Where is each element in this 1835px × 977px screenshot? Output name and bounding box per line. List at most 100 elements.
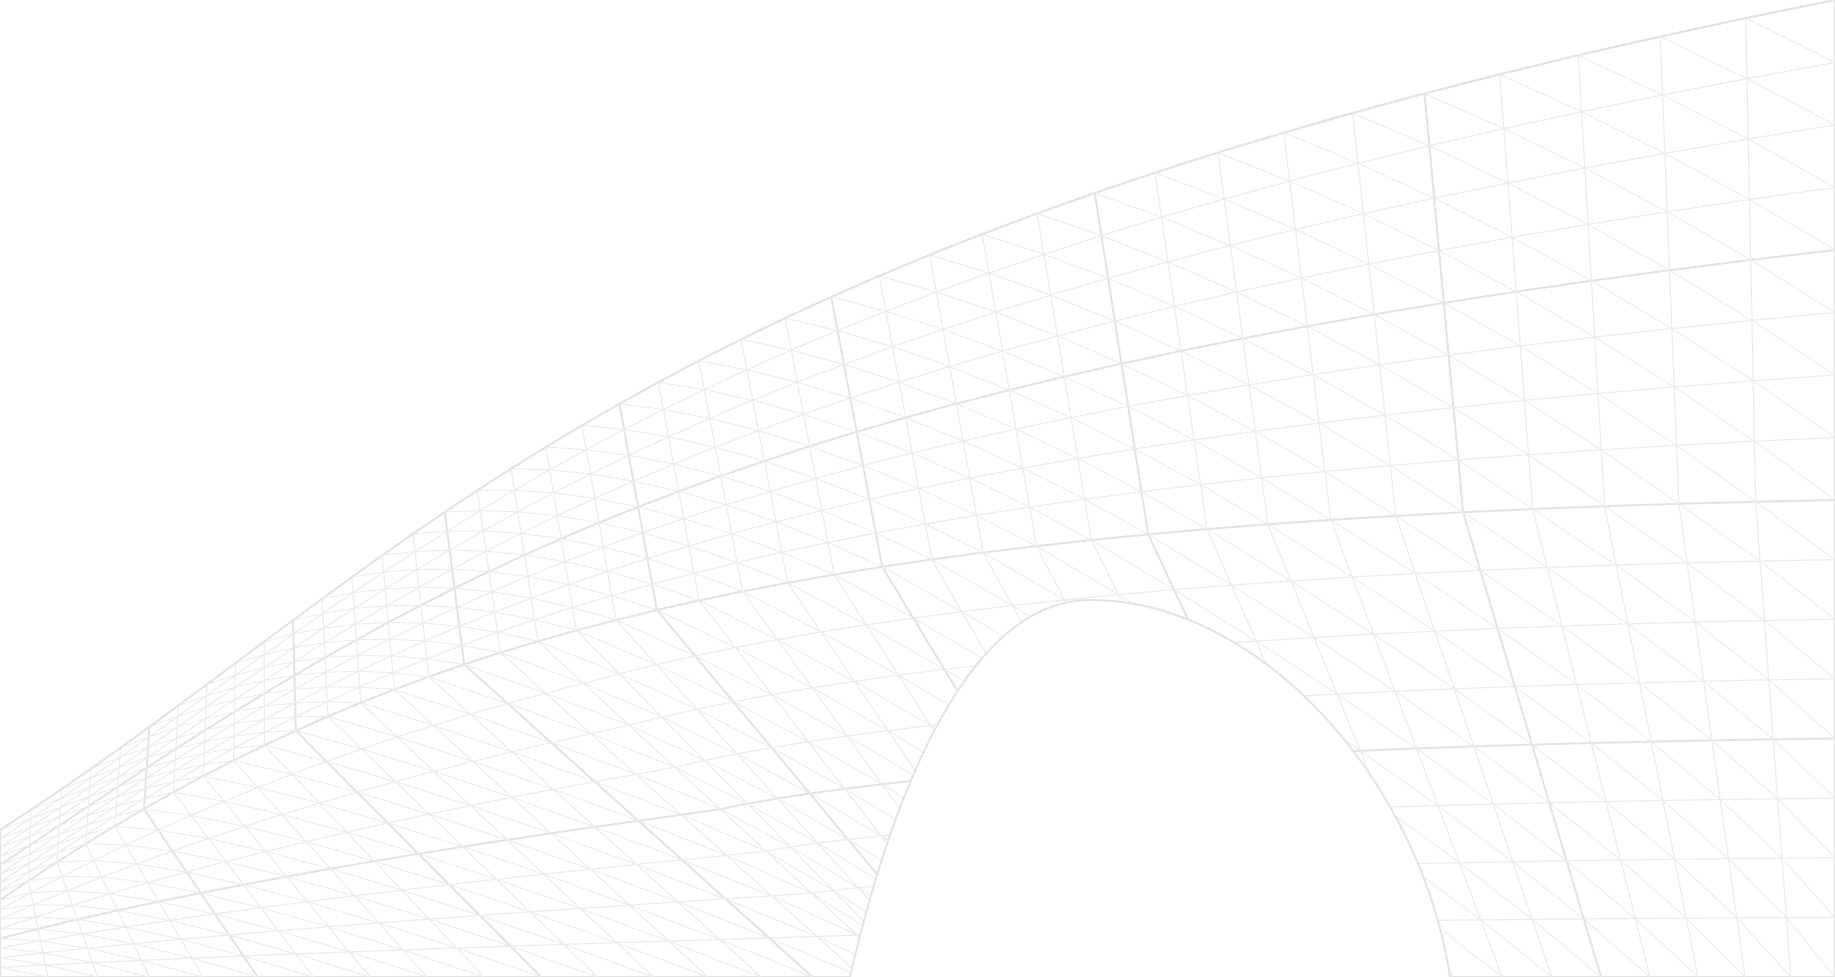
mesh-diagonal-line	[1193, 439, 1263, 479]
mesh-diagonal-line	[428, 918, 512, 947]
mesh-diagonal-line	[206, 674, 236, 685]
mesh-diagonal-line	[29, 843, 59, 855]
mesh-diagonal-line	[820, 631, 899, 676]
mesh-diagonal-line	[322, 607, 355, 614]
mesh-diagonal-line	[174, 752, 205, 761]
mesh-diagonal-line	[552, 788, 639, 822]
mesh-diagonal-line	[326, 701, 362, 704]
arch-rim-line	[849, 598, 1451, 977]
mesh-diagonal-line	[228, 934, 297, 955]
mesh-diagonal-line	[746, 369, 798, 383]
mesh-diagonal-line	[305, 841, 375, 862]
mesh-diagonal-line	[233, 731, 265, 737]
mesh-diagonal-line	[1719, 799, 1783, 859]
mesh-diagonal-line	[234, 705, 265, 713]
mesh-diagonal-line	[598, 522, 644, 534]
mesh-diagonal-line	[510, 945, 599, 977]
mesh-diagonal-line	[875, 532, 933, 560]
mesh-diagonal-line	[556, 515, 600, 524]
mesh-diagonal-line	[683, 518, 733, 535]
mesh-diagonal-line	[428, 676, 509, 704]
mesh-diagonal-line	[0, 844, 31, 857]
mesh-diagonal-line	[1736, 917, 1792, 977]
mesh-diagonal-line	[911, 452, 971, 479]
mesh-column-line	[443, 511, 814, 977]
mesh-diagonal-line	[1134, 448, 1201, 486]
mesh-diagonal-line	[1711, 739, 1779, 800]
mesh-diagonal-line	[412, 530, 448, 535]
mesh-diagonal-line	[1173, 589, 1257, 642]
mesh-diagonal-line	[263, 688, 296, 694]
mesh-diagonal-line	[355, 638, 391, 641]
mesh-diagonal-line	[843, 363, 900, 383]
mesh-diagonal-line	[1515, 291, 1596, 338]
mesh-diagonal-line	[145, 770, 176, 779]
mesh-diagonal-line	[1433, 197, 1513, 238]
mesh-diagonal-line	[618, 403, 664, 410]
mesh-diagonal-line	[57, 843, 87, 854]
mesh-diagonal-line	[1666, 211, 1752, 261]
mesh-diagonal-line	[263, 744, 327, 762]
mesh-column-line	[545, 446, 920, 977]
mesh-diagonal-line	[693, 572, 744, 592]
mesh-diagonal-line	[171, 850, 227, 863]
mesh-diagonal-line	[71, 904, 119, 911]
mesh-diagonal-line	[234, 680, 265, 688]
mesh-diagonal-line	[809, 793, 882, 837]
mesh-diagonal-line	[30, 890, 68, 894]
mesh-column-line	[351, 576, 654, 977]
mesh-diagonal-line	[752, 399, 804, 415]
mesh-diagonal-line	[1597, 393, 1677, 446]
mesh-diagonal-line	[585, 449, 630, 456]
mesh-diagonal-line	[809, 445, 864, 467]
mesh-diagonal-line	[1528, 454, 1606, 507]
mesh-diagonal-line	[174, 764, 205, 772]
mesh-diagonal-line	[203, 760, 235, 766]
mesh-diagonal-line	[115, 798, 146, 807]
mesh-diagonal-line	[703, 389, 754, 401]
mesh-diagonal-line	[1480, 919, 1553, 977]
mesh-diagonal-line	[1749, 199, 1835, 251]
mesh-diagonal-line	[361, 748, 435, 772]
mesh-diagonal-line	[1029, 506, 1092, 541]
mesh-diagonal-line	[949, 366, 1010, 391]
mesh-diagonal-line	[1434, 630, 1516, 687]
mesh-diagonal-line	[1313, 637, 1396, 692]
mesh-diagonal-line	[758, 430, 811, 447]
mesh-diagonal-line	[898, 381, 957, 405]
mesh-diagonal-line	[348, 951, 428, 977]
mesh-diagonal-line	[149, 715, 179, 728]
mesh-diagonal-line	[244, 825, 307, 843]
mesh-diagonal-line	[678, 490, 727, 506]
mesh-diagonal-line	[454, 587, 493, 593]
mesh-diagonal-line	[214, 913, 279, 932]
mesh-diagonal-line	[506, 839, 591, 870]
mesh-diagonal-line	[815, 477, 870, 500]
mesh-diagonal-line	[1223, 198, 1296, 230]
mesh-diagonal-line	[87, 806, 117, 817]
mesh-diagonal-line	[1229, 245, 1302, 279]
mesh-diagonal-line	[651, 583, 700, 601]
mesh-diagonal-line	[579, 907, 670, 942]
mesh-diagonal-line	[696, 708, 773, 749]
mesh-diagonal-line	[1187, 395, 1256, 432]
mesh-diagonal-line	[545, 446, 587, 451]
mesh-diagonal-line	[527, 576, 570, 585]
mesh-diagonal-line	[680, 814, 767, 852]
mesh-diagonal-line	[0, 957, 46, 966]
mesh-diagonal-line	[662, 409, 711, 419]
mesh-diagonal-line	[1523, 399, 1602, 451]
mesh-diagonal-line	[177, 706, 207, 717]
mesh-diagonal-line	[1587, 223, 1670, 271]
mesh-diagonal-line	[1583, 918, 1651, 977]
mesh-diagonal-line	[1324, 471, 1397, 517]
mesh-diagonal-line	[698, 360, 748, 371]
mesh-diagonal-line	[1174, 305, 1244, 339]
mesh-diagonal-line	[1283, 132, 1359, 164]
mesh-diagonal-line	[918, 488, 977, 516]
mesh-diagonal-line	[1330, 519, 1416, 574]
mesh-diagonal-line	[90, 756, 121, 769]
mesh-diagonal-line	[205, 711, 235, 720]
mesh-diagonal-line	[674, 766, 748, 805]
